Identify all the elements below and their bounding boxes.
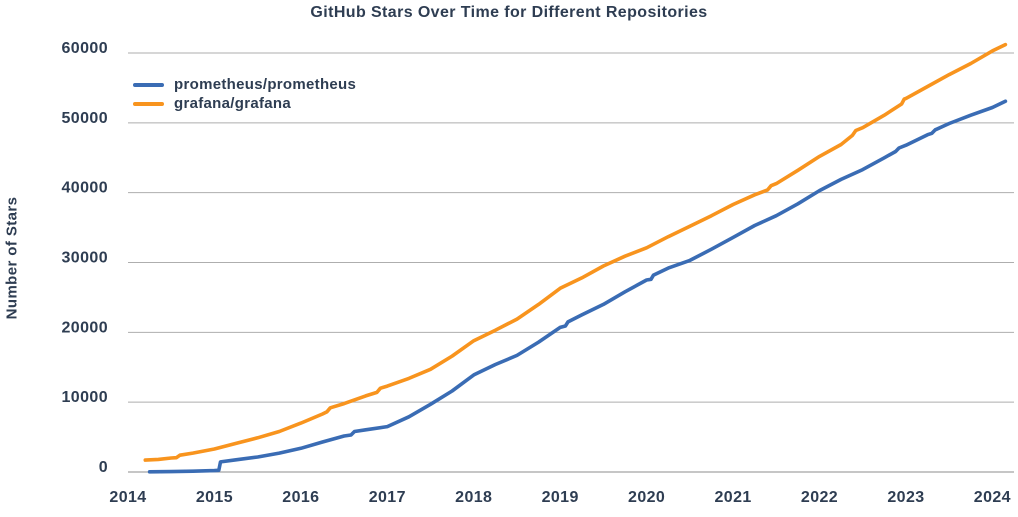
x-tick-label-2024: 2024 <box>974 489 1011 506</box>
y-tick-label-0: 0 <box>99 459 108 476</box>
y-tick-label-60000: 60000 <box>62 40 109 57</box>
y-tick-label-50000: 50000 <box>62 110 109 127</box>
x-tick-label-2023: 2023 <box>887 489 924 506</box>
y-tick-label-30000: 30000 <box>62 250 109 267</box>
x-tick-label-2017: 2017 <box>369 489 406 506</box>
x-tick-label-2021: 2021 <box>714 489 751 506</box>
x-tick-label-2019: 2019 <box>542 489 579 506</box>
legend: prometheus/prometheus grafana/grafana <box>133 75 356 113</box>
legend-label-grafana: grafana/grafana <box>174 95 292 112</box>
legend-item-prometheus: prometheus/prometheus <box>133 75 356 94</box>
legend-swatch-prometheus <box>133 82 164 87</box>
x-tick-label-2015: 2015 <box>196 489 233 506</box>
y-tick-label-10000: 10000 <box>62 389 109 406</box>
x-tick-label-2018: 2018 <box>455 489 492 506</box>
x-tick-label-2020: 2020 <box>628 489 665 506</box>
legend-item-grafana: grafana/grafana <box>133 94 356 113</box>
chart-title: GitHub Stars Over Time for Different Rep… <box>310 4 708 21</box>
x-tick-label-2014: 2014 <box>109 489 146 506</box>
legend-label-prometheus: prometheus/prometheus <box>174 76 357 93</box>
y-tick-label-40000: 40000 <box>62 180 109 197</box>
x-tick-label-2022: 2022 <box>801 489 838 506</box>
y-tick-label-20000: 20000 <box>62 319 109 336</box>
series-line-grafana-grafana <box>143 42 1008 462</box>
legend-swatch-grafana <box>133 101 164 106</box>
series-line-prometheus-prometheus <box>147 99 1008 474</box>
x-tick-label-2016: 2016 <box>282 489 319 506</box>
